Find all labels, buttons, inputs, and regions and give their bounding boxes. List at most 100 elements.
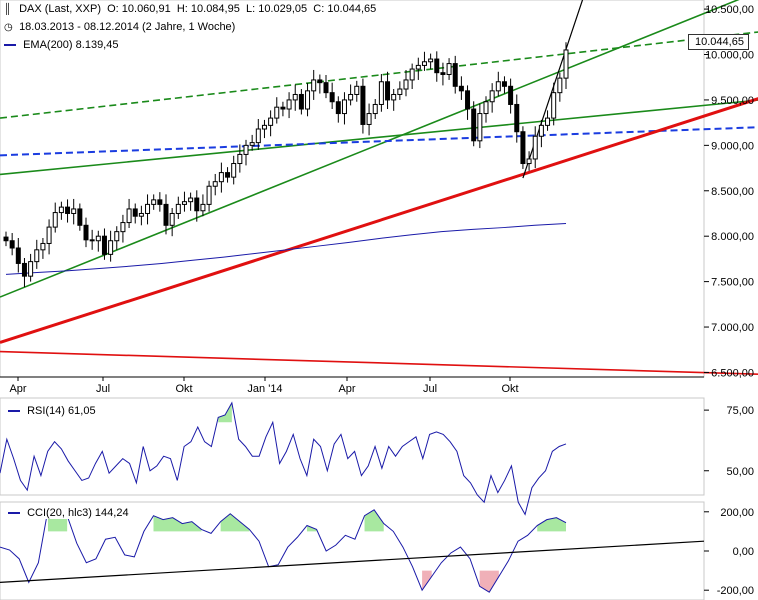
candle — [46, 219, 52, 255]
candle — [218, 162, 224, 193]
candle-body — [261, 124, 267, 130]
candle — [366, 103, 372, 136]
candle-body — [335, 101, 341, 115]
candle — [508, 78, 514, 114]
x-tick-label: Jul — [96, 383, 110, 395]
cci-plot — [0, 509, 705, 593]
candle-body — [212, 181, 218, 187]
candle-body — [21, 262, 27, 277]
x-tick-label: Okt — [175, 383, 192, 395]
candle-body — [188, 197, 194, 203]
candle — [341, 92, 347, 125]
candle-body — [495, 81, 501, 92]
candle-body — [501, 81, 507, 87]
candle — [298, 89, 304, 115]
ema-legend-row: EMA(200) 8.139,45 — [4, 39, 118, 51]
candle-body — [372, 103, 378, 115]
candle-body — [151, 199, 157, 205]
trendline-green-2 — [0, 99, 758, 176]
candle-body — [403, 79, 409, 90]
candle-body — [409, 68, 415, 81]
last-price-tag: 10.044,65 — [688, 34, 749, 50]
candle — [335, 96, 341, 123]
candle — [378, 74, 384, 112]
candle-body — [483, 101, 489, 115]
candle — [385, 71, 391, 110]
candle-body — [434, 58, 440, 74]
candle-body — [225, 172, 231, 178]
candle-body — [489, 90, 495, 103]
candle-body — [52, 212, 58, 228]
rsi-y-tick-label: 75,00 — [726, 405, 754, 417]
rsi-legend-swatch — [8, 410, 20, 413]
candle — [9, 233, 15, 256]
candle-body — [317, 79, 323, 84]
candle-body — [46, 226, 52, 244]
candle — [557, 72, 563, 102]
candle — [471, 101, 477, 147]
candle-body — [477, 113, 483, 142]
candle-body — [551, 92, 557, 119]
candle-body — [545, 117, 551, 126]
candle-body — [557, 77, 563, 94]
candle — [360, 78, 366, 134]
candle — [280, 101, 286, 117]
candle-body — [120, 222, 126, 233]
candle — [151, 194, 157, 210]
rsi-title: RSI(14) — [27, 405, 65, 417]
candle-body — [378, 81, 384, 105]
candle-body — [243, 144, 249, 155]
x-tick-label: Apr — [338, 383, 355, 395]
candle — [28, 253, 34, 282]
candle-body — [440, 72, 446, 75]
candle — [292, 84, 298, 111]
candle-body — [286, 99, 292, 110]
instrument-title: DAX (Last, XXP) — [19, 3, 101, 15]
candle — [206, 180, 212, 212]
candle-body — [58, 206, 64, 214]
ema-value: 8.139,45 — [75, 39, 119, 51]
candle — [415, 57, 421, 80]
candle-body — [514, 103, 520, 133]
cci-oversold-fill — [479, 570, 499, 593]
candle — [311, 69, 317, 100]
candle-body — [348, 93, 354, 101]
candle — [169, 208, 175, 237]
candle-body — [206, 185, 212, 205]
candle — [71, 198, 77, 225]
candle — [409, 63, 415, 90]
cci-value: 144,24 — [94, 507, 129, 519]
candle — [348, 84, 354, 106]
candle-body — [520, 131, 526, 165]
candle — [120, 214, 126, 243]
y-tick-label: 9.500,00 — [711, 95, 754, 107]
candle-body — [292, 93, 298, 101]
trendline-green-3 — [0, 31, 758, 119]
candle-body — [391, 93, 397, 101]
candle — [434, 51, 440, 82]
clock-icon: ◷ — [4, 22, 13, 33]
candle — [3, 231, 9, 247]
candle-body — [311, 79, 317, 92]
trendline-blue-4 — [0, 126, 758, 157]
candle-body — [526, 158, 532, 165]
cci-title: CCI(20, hlc3) — [27, 507, 92, 519]
candle — [21, 257, 27, 288]
rsi-plot — [0, 401, 567, 516]
candle — [520, 126, 526, 169]
candle — [428, 53, 434, 70]
candle-body — [132, 208, 138, 217]
cci-overbought-fill — [364, 509, 384, 532]
cci-line — [0, 509, 567, 593]
candle — [452, 55, 458, 94]
candle — [225, 167, 231, 183]
cci-legend-swatch — [8, 512, 20, 515]
candle-body — [471, 108, 477, 142]
candle — [15, 238, 21, 273]
cci-trendline — [0, 540, 705, 583]
candle — [495, 71, 501, 97]
candle-body — [305, 90, 311, 110]
candle-body — [157, 199, 163, 205]
candle — [323, 74, 329, 99]
y-tick-label: 8.500,00 — [711, 186, 754, 198]
